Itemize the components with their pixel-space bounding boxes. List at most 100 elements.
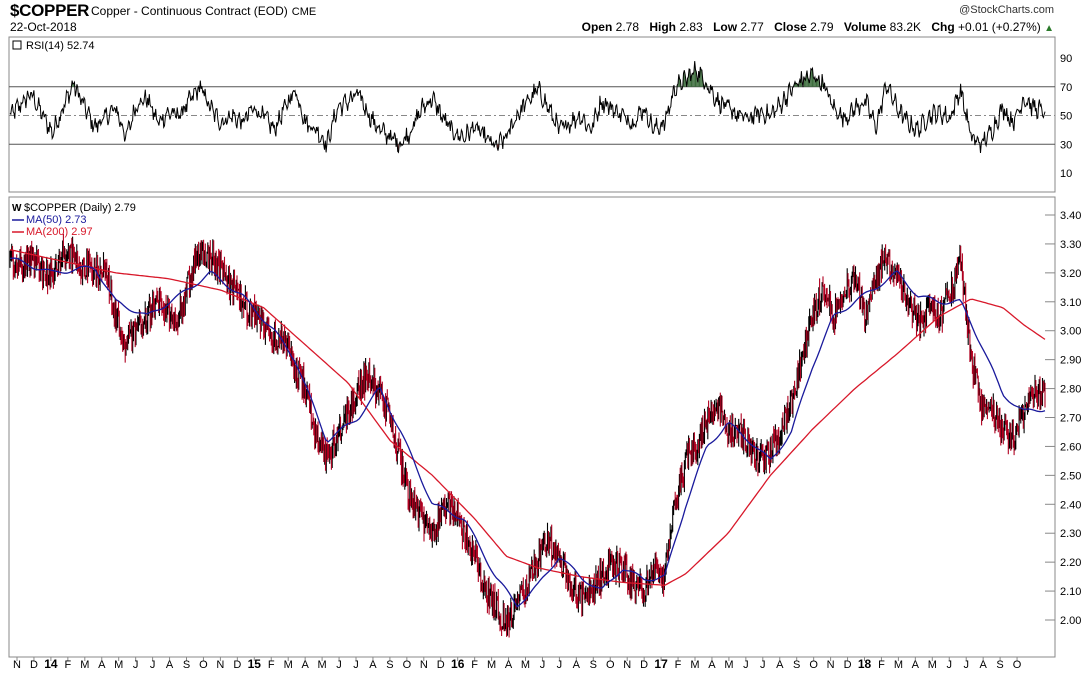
x-month-label: J [133, 659, 139, 671]
x-year-label: 17 [654, 657, 668, 671]
x-month-label: J [963, 659, 969, 671]
x-month-label: S [183, 659, 190, 671]
x-month-label: A [979, 659, 987, 671]
price-frame [8, 196, 1056, 658]
price-tick-label: 2.50 [1060, 470, 1081, 482]
rsi-frame [8, 36, 1056, 193]
price-tick-label: 2.30 [1060, 528, 1081, 540]
high-label: High [649, 20, 677, 34]
x-month-label: S [996, 659, 1003, 671]
x-month-label: S [590, 659, 597, 671]
price-tick-label: 3.30 [1060, 239, 1081, 251]
x-month-label: A [776, 659, 784, 671]
rsi-overbought-fill [692, 73, 694, 87]
x-month-label: M [894, 659, 903, 671]
x-year-label: 16 [451, 657, 465, 671]
x-month-label: M [690, 659, 699, 671]
close-value: 2.79 [810, 20, 834, 34]
rsi-tick-label: 10 [1060, 168, 1072, 180]
price-tick-labels: 3.40 3.30 3.20 3.10 3.00 2.90 2.80 2.70 2.60 2.50… [1060, 210, 1081, 627]
x-month-label: F [675, 659, 682, 671]
price-tick-label: 3.20 [1060, 268, 1081, 280]
up-arrow-icon: ▲ [1044, 23, 1054, 34]
open-value: 2.78 [615, 20, 639, 34]
x-month-label: M [521, 659, 530, 671]
price-tick-label: 2.60 [1060, 441, 1081, 453]
rsi-overbought-fill [813, 77, 815, 87]
ma200-line [9, 249, 1046, 586]
up-bars [9, 236, 1045, 636]
x-month-label: F [268, 659, 275, 671]
price-panel: 3.40 3.30 3.20 3.10 3.00 2.90 2.80 2.70 2.60 2.50… [8, 196, 1081, 658]
price-gridlines [1045, 214, 1055, 621]
price-tick-label: 2.20 [1060, 557, 1081, 569]
price-tick-label: 3.40 [1060, 210, 1081, 222]
rsi-overbought-fill [693, 71, 694, 87]
x-month-label: J [353, 659, 359, 671]
chg-label: Chg [931, 20, 955, 34]
quote-summary: Open 2.78 High 2.83 Low 2.77 Close 2.79 … [582, 20, 1054, 34]
x-month-label: D [30, 659, 38, 671]
x-month-label: J [760, 659, 766, 671]
price-tick-label: 2.00 [1060, 615, 1081, 627]
x-month-label: D [844, 659, 852, 671]
x-month-label: O [199, 659, 208, 671]
ma50-line [9, 257, 1046, 608]
x-month-label: S [386, 659, 393, 671]
rsi-legend-text: RSI(14) 52.74 [26, 40, 94, 52]
chart-symbol: $COPPER [10, 1, 90, 20]
rsi-overbought-fill [701, 69, 702, 87]
x-month-label: A [301, 659, 309, 671]
x-year-label: 15 [248, 657, 262, 671]
x-month-label: O [403, 659, 412, 671]
x-month-label: D [437, 659, 445, 671]
volume-value: 83.2K [889, 20, 921, 34]
x-month-label: N [827, 659, 835, 671]
x-month-label: J [743, 659, 749, 671]
chg-value: +0.01 (+0.27%) [958, 20, 1041, 34]
x-month-label: M [80, 659, 89, 671]
x-month-label: N [420, 659, 428, 671]
x-month-label: F [471, 659, 478, 671]
x-month-label: A [505, 659, 513, 671]
x-month-label: J [947, 659, 953, 671]
x-month-label: J [150, 659, 156, 671]
rsi-tick-labels: 90 70 50 30 10 [1060, 53, 1072, 180]
chart-description: Copper - Continuous Contract (EOD) CME [91, 4, 316, 18]
down-bars [11, 233, 1046, 638]
brand-watermark[interactable]: @StockCharts.com [959, 4, 1054, 16]
ma50-legend-text: MA(50) 2.73 [26, 214, 87, 226]
x-month-label: J [557, 659, 563, 671]
rsi-legend-swatch [12, 40, 22, 50]
exchange-label: CME [291, 6, 317, 18]
chart-date: 22-Oct-2018 [10, 20, 77, 34]
x-month-label: N [216, 659, 224, 671]
rsi-tick-label: 70 [1060, 82, 1072, 94]
rsi-overbought-fill [810, 68, 812, 87]
close-label: Close [774, 20, 807, 34]
x-month-label: A [708, 659, 716, 671]
price-tick-label: 2.10 [1060, 586, 1081, 598]
low-label: Low [713, 20, 738, 34]
x-year-label: 14 [44, 657, 58, 671]
price-legend: W $COPPER (Daily) 2.79 MA(50) 2.73 MA(20… [12, 202, 136, 238]
price-tick-label: 2.80 [1060, 384, 1081, 396]
low-value: 2.77 [740, 20, 764, 34]
x-month-label: A [369, 659, 377, 671]
x-month-label: O [1013, 659, 1022, 671]
volume-label: Volume [843, 20, 887, 34]
x-month-label: S [793, 659, 800, 671]
rsi-panel: 90 70 50 30 10 RSI(14) 52.74 [8, 36, 1072, 193]
rsi-tick-label: 90 [1060, 53, 1072, 65]
rsi-legend: RSI(14) 52.74 [12, 40, 94, 52]
x-month-label: J [540, 659, 546, 671]
price-legend-icon: W [12, 203, 22, 214]
x-month-label: A [912, 659, 920, 671]
price-tick-label: 2.40 [1060, 499, 1081, 511]
price-bars [9, 233, 1046, 638]
x-month-label: M [318, 659, 327, 671]
x-year-label: 18 [858, 657, 872, 671]
x-month-label: A [166, 659, 174, 671]
price-legend-symbol: $COPPER (Daily) 2.79 [24, 202, 136, 214]
rsi-overbought-fill [700, 66, 702, 87]
